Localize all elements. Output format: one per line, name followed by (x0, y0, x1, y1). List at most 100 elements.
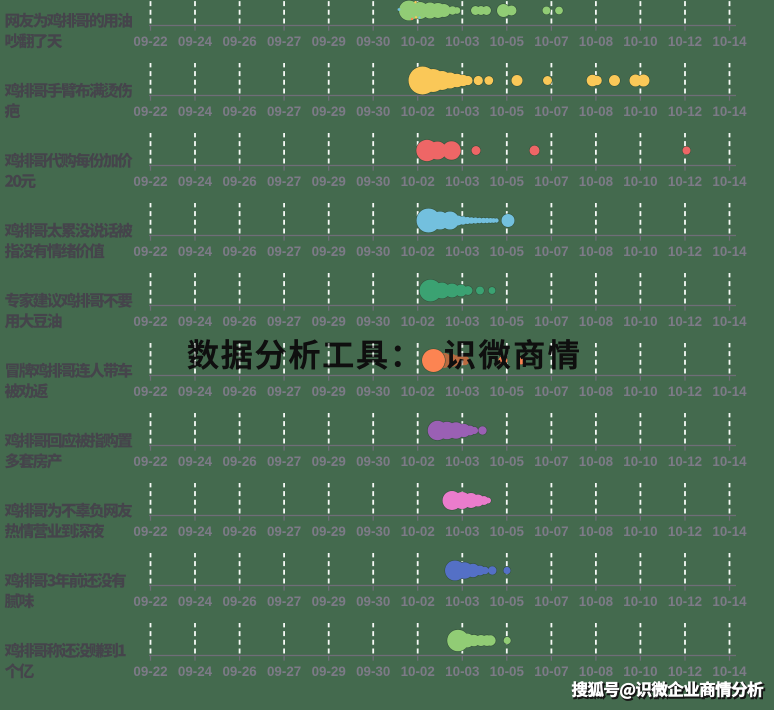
svg-text:09-30: 09-30 (356, 34, 390, 49)
svg-text:09-29: 09-29 (312, 384, 346, 399)
svg-text:10-10: 10-10 (623, 524, 657, 539)
svg-text:09-27: 09-27 (267, 454, 301, 469)
svg-text:10-07: 10-07 (534, 314, 568, 329)
svg-text:10-14: 10-14 (712, 104, 747, 119)
svg-text:09-24: 09-24 (178, 454, 213, 469)
svg-text:10-03: 10-03 (445, 34, 479, 49)
svg-text:09-27: 09-27 (267, 34, 301, 49)
svg-text:10-05: 10-05 (490, 664, 525, 679)
svg-text:09-26: 09-26 (222, 34, 256, 49)
svg-text:09-22: 09-22 (133, 454, 167, 469)
svg-text:10-12: 10-12 (668, 524, 702, 539)
svg-text:10-10: 10-10 (623, 174, 657, 189)
svg-text:09-26: 09-26 (222, 244, 256, 259)
svg-text:09-26: 09-26 (222, 454, 256, 469)
svg-text:09-29: 09-29 (312, 524, 346, 539)
svg-text:10-14: 10-14 (712, 384, 747, 399)
svg-text:10-05: 10-05 (490, 454, 525, 469)
svg-text:10-02: 10-02 (401, 314, 435, 329)
svg-text:10-08: 10-08 (579, 34, 614, 49)
svg-text:10-02: 10-02 (401, 664, 435, 679)
svg-text:10-02: 10-02 (401, 174, 435, 189)
svg-text:10-08: 10-08 (579, 664, 614, 679)
svg-text:10-02: 10-02 (401, 594, 435, 609)
svg-text:10-03: 10-03 (445, 244, 479, 259)
svg-text:10-14: 10-14 (712, 454, 747, 469)
svg-text:10-03: 10-03 (445, 664, 479, 679)
svg-text:09-30: 09-30 (356, 104, 390, 119)
svg-text:09-22: 09-22 (133, 314, 167, 329)
svg-text:10-03: 10-03 (445, 104, 479, 119)
svg-text:09-26: 09-26 (222, 174, 256, 189)
svg-text:09-24: 09-24 (178, 314, 213, 329)
svg-text:10-02: 10-02 (401, 244, 435, 259)
svg-text:09-24: 09-24 (178, 34, 213, 49)
svg-text:09-29: 09-29 (312, 244, 346, 259)
svg-text:10-03: 10-03 (445, 454, 479, 469)
svg-text:10-14: 10-14 (712, 594, 747, 609)
svg-text:10-08: 10-08 (579, 454, 614, 469)
svg-text:09-30: 09-30 (356, 524, 390, 539)
svg-text:09-24: 09-24 (178, 104, 213, 119)
svg-text:09-30: 09-30 (356, 244, 390, 259)
svg-text:10-12: 10-12 (668, 384, 702, 399)
svg-text:09-30: 09-30 (356, 454, 390, 469)
svg-text:10-12: 10-12 (668, 34, 702, 49)
svg-text:10-12: 10-12 (668, 174, 702, 189)
svg-text:09-24: 09-24 (178, 384, 213, 399)
svg-text:09-22: 09-22 (133, 244, 167, 259)
svg-text:10-08: 10-08 (579, 384, 614, 399)
svg-text:10-07: 10-07 (534, 34, 568, 49)
svg-text:09-29: 09-29 (312, 34, 346, 49)
svg-text:09-22: 09-22 (133, 664, 167, 679)
svg-text:09-26: 09-26 (222, 384, 256, 399)
svg-text:09-29: 09-29 (312, 454, 346, 469)
svg-text:09-22: 09-22 (133, 594, 167, 609)
svg-text:10-12: 10-12 (668, 664, 702, 679)
svg-text:10-08: 10-08 (579, 594, 614, 609)
svg-text:10-02: 10-02 (401, 454, 435, 469)
svg-text:10-05: 10-05 (490, 594, 525, 609)
svg-text:10-07: 10-07 (534, 384, 568, 399)
svg-text:10-05: 10-05 (490, 34, 525, 49)
svg-text:10-02: 10-02 (401, 524, 435, 539)
svg-text:09-29: 09-29 (312, 174, 346, 189)
svg-text:09-30: 09-30 (356, 664, 390, 679)
svg-text:09-29: 09-29 (312, 664, 346, 679)
svg-text:10-03: 10-03 (445, 174, 479, 189)
svg-text:09-22: 09-22 (133, 524, 167, 539)
svg-text:10-12: 10-12 (668, 594, 702, 609)
svg-text:10-12: 10-12 (668, 454, 702, 469)
svg-text:10-08: 10-08 (579, 174, 614, 189)
svg-text:10-05: 10-05 (490, 314, 525, 329)
svg-text:09-27: 09-27 (267, 524, 301, 539)
svg-text:09-26: 09-26 (222, 594, 256, 609)
svg-text:09-26: 09-26 (222, 524, 256, 539)
svg-text:10-10: 10-10 (623, 664, 657, 679)
svg-text:09-22: 09-22 (133, 174, 167, 189)
svg-text:09-24: 09-24 (178, 244, 213, 259)
svg-text:10-07: 10-07 (534, 244, 568, 259)
svg-text:09-30: 09-30 (356, 594, 390, 609)
svg-text:10-14: 10-14 (712, 664, 747, 679)
svg-text:09-26: 09-26 (222, 314, 256, 329)
svg-text:10-10: 10-10 (623, 34, 657, 49)
svg-text:10-10: 10-10 (623, 314, 657, 329)
svg-text:10-14: 10-14 (712, 244, 747, 259)
svg-text:10-08: 10-08 (579, 314, 614, 329)
svg-text:10-12: 10-12 (668, 104, 702, 119)
svg-text:10-14: 10-14 (712, 524, 747, 539)
svg-text:10-03: 10-03 (445, 594, 479, 609)
svg-text:10-10: 10-10 (623, 594, 657, 609)
svg-text:10-05: 10-05 (490, 524, 525, 539)
svg-text:10-05: 10-05 (490, 174, 525, 189)
svg-text:10-02: 10-02 (401, 104, 435, 119)
svg-text:10-10: 10-10 (623, 244, 657, 259)
svg-text:10-14: 10-14 (712, 34, 747, 49)
svg-text:10-05: 10-05 (490, 244, 525, 259)
svg-text:10-10: 10-10 (623, 454, 657, 469)
svg-text:09-22: 09-22 (133, 104, 167, 119)
svg-text:09-24: 09-24 (178, 664, 213, 679)
svg-text:10-03: 10-03 (445, 384, 479, 399)
svg-text:09-24: 09-24 (178, 174, 213, 189)
